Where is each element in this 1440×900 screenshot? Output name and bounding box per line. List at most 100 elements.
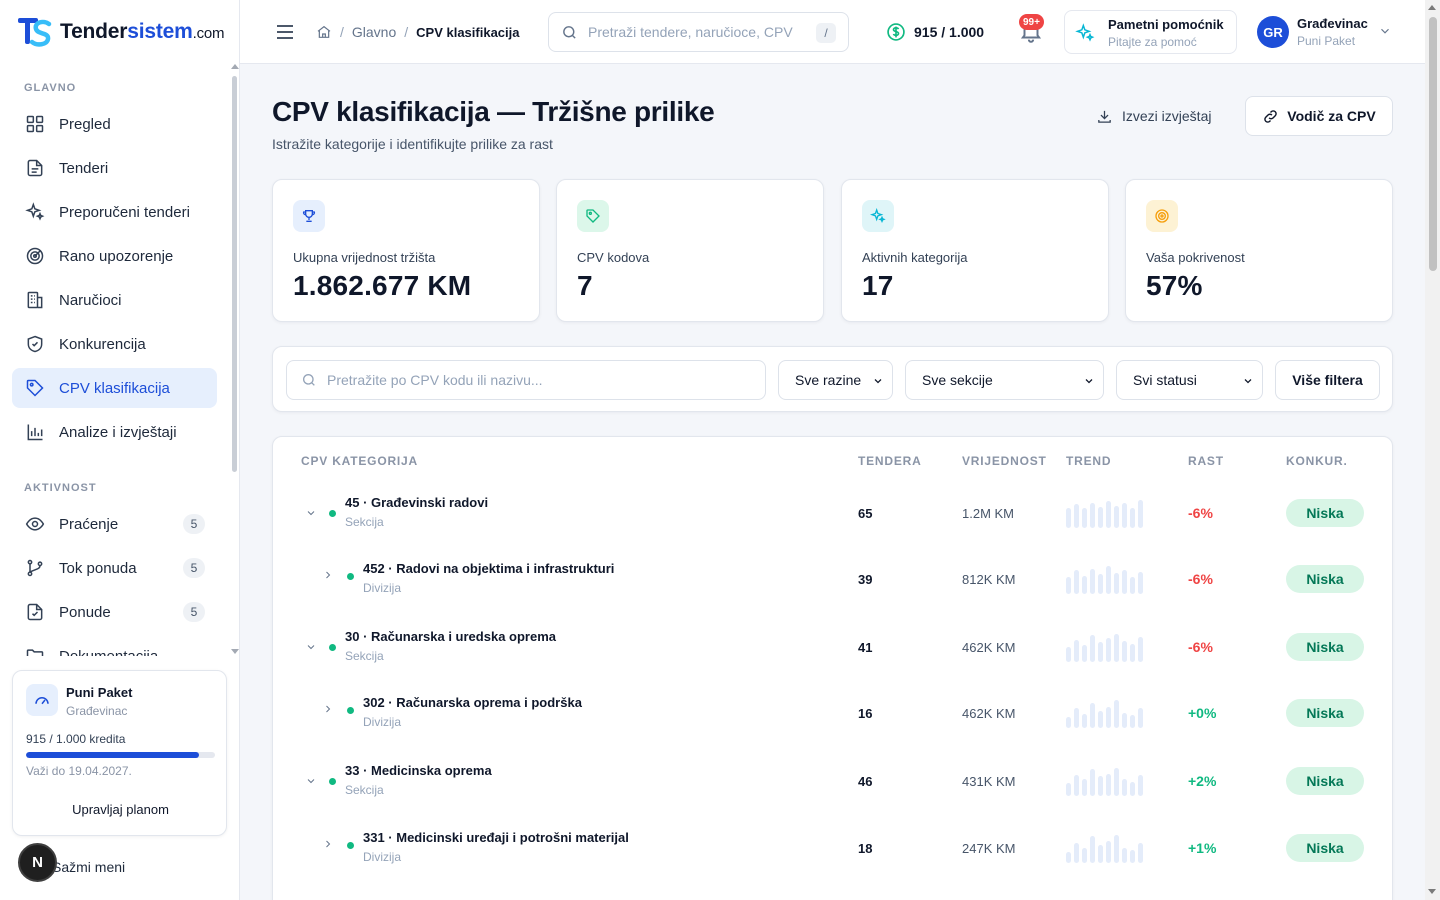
trend-bar <box>1106 501 1111 528</box>
status-select-value: Svi statusi <box>1133 372 1197 388</box>
home-icon[interactable] <box>316 24 332 40</box>
page-scrollbar[interactable] <box>1425 0 1440 900</box>
sidebar-item-pracenje[interactable]: Praćenje 5 <box>12 504 217 544</box>
stat-value: 1.862.677 KM <box>293 270 472 301</box>
category-level: Sekcija <box>345 515 384 529</box>
sidebar-item-rano-upozorenje[interactable]: Rano upozorenje <box>12 236 217 276</box>
chevron-down-icon[interactable] <box>305 507 317 519</box>
chevron-right-icon[interactable] <box>322 838 334 850</box>
scroll-down-icon[interactable] <box>1428 889 1436 894</box>
category-name[interactable]: 30 · Računarska i uredska oprema <box>345 629 556 644</box>
scrollbar-thumb[interactable] <box>232 76 237 472</box>
stat-value: 7 <box>577 270 593 301</box>
chevron-right-icon[interactable] <box>322 569 334 581</box>
download-icon <box>1098 110 1111 123</box>
sidebar-item-tok-ponuda[interactable]: Tok ponuda 5 <box>12 548 217 588</box>
sidebar-item-tenderi[interactable]: Tenderi <box>12 148 217 188</box>
breadcrumb-parent[interactable]: Glavno <box>351 24 397 40</box>
user-avatar[interactable]: GR <box>1257 16 1289 48</box>
column-header-growth[interactable]: RAST <box>1188 454 1224 468</box>
scroll-up-icon[interactable] <box>1428 5 1436 10</box>
table-row[interactable]: 331 · Medicinski uređaji i potrošni mate… <box>273 816 1392 883</box>
scrollbar-thumb[interactable] <box>1429 17 1437 271</box>
chevron-right-icon[interactable] <box>322 703 334 715</box>
trend-bar <box>1114 506 1119 528</box>
sidebar-item-pregled[interactable]: Pregled <box>12 104 217 144</box>
sidebar-item-preporuceni-tenderi[interactable]: Preporučeni tenderi <box>12 192 217 232</box>
assistant-title: Pametni pomoćnik <box>1108 17 1224 32</box>
sidebar-item-label: Tok ponuda <box>59 559 137 577</box>
table-row[interactable]: 30 · Računarska i uredska oprema Sekcija 4… <box>273 614 1392 681</box>
trend-bar <box>1090 836 1095 863</box>
category-name[interactable]: 302 · Računarska oprema i podrška <box>363 695 582 710</box>
table-row[interactable]: 45 · Građevinski radovi Sekcija 65 1.2M KM -… <box>273 480 1392 547</box>
nav-section-title: GLAVNO <box>24 82 77 94</box>
tender-count: 16 <box>858 706 873 721</box>
sidebar-item-ponude[interactable]: Ponude 5 <box>12 592 217 632</box>
folder-icon <box>26 649 44 656</box>
document-icon <box>27 159 43 177</box>
table-row[interactable]: 302 · Računarska oprema i podrška Divizij… <box>273 681 1392 748</box>
section-select[interactable]: Sve sekcije <box>905 360 1104 400</box>
column-header-competition[interactable]: KONKUR. <box>1286 454 1348 468</box>
collapse-menu-button[interactable]: Sažmi meni <box>52 859 126 875</box>
chevron-down-icon[interactable] <box>305 775 317 787</box>
global-search[interactable]: / <box>548 12 849 52</box>
user-name[interactable]: Građevinac <box>1297 16 1368 31</box>
chevron-down-icon[interactable] <box>1378 24 1392 38</box>
tag-icon <box>26 379 44 397</box>
category-name[interactable]: 45 · Građevinski radovi <box>345 495 489 510</box>
chevron-down-icon[interactable] <box>305 641 317 653</box>
floating-avatar[interactable]: N <box>18 843 57 882</box>
category-value: 1.2M KM <box>962 506 1015 521</box>
sidebar-item-narucioci[interactable]: Naručioci <box>12 280 217 320</box>
more-filters-button[interactable]: Više filtera <box>1275 360 1380 400</box>
trend-bar <box>1066 577 1071 594</box>
trend-bar <box>1130 850 1135 863</box>
user-plan: Puni Paket <box>1297 34 1356 48</box>
cpv-guide-button[interactable]: Vodič za CPV <box>1245 96 1393 136</box>
sidebar-item-dokumentacija[interactable]: Dokumentacija <box>12 636 217 656</box>
trend-bar <box>1114 634 1119 662</box>
table-row[interactable]: 33 · Medicinska oprema Sekcija 46 431K KM +2… <box>273 748 1392 815</box>
growth-value: +1% <box>1188 840 1217 856</box>
cpv-search-input[interactable] <box>327 372 747 388</box>
scroll-down-icon[interactable] <box>231 649 239 654</box>
category-name[interactable]: 452 · Radovi na objektima i infrastruktu… <box>363 561 615 576</box>
gauge-icon <box>26 684 58 716</box>
column-header-category[interactable]: CPV KATEGORIJA <box>301 454 418 468</box>
export-report-button[interactable]: Izvezi izvještaj <box>1096 105 1211 127</box>
status-select[interactable]: Svi statusi <box>1116 360 1263 400</box>
cpv-search[interactable] <box>286 360 766 400</box>
manage-plan-button[interactable]: Upravljaj planom <box>72 801 169 817</box>
credits-indicator[interactable]: 915 / 1.000 <box>886 21 984 43</box>
trend-bar <box>1098 711 1103 728</box>
trend-bar <box>1082 508 1087 528</box>
sidebar-item-label: Analize i izvještaji <box>59 423 177 441</box>
sidebar-item-konkurencija[interactable]: Konkurencija <box>12 324 217 364</box>
category-value: 462K KM <box>962 640 1016 655</box>
table-row[interactable]: 452 · Radovi na objektima i infrastruktu… <box>273 547 1392 614</box>
level-select[interactable]: Sve razine <box>778 360 893 400</box>
category-name[interactable]: 33 · Medicinska oprema <box>345 763 492 778</box>
column-header-value[interactable]: VRIJEDNOST <box>962 454 1047 468</box>
sidebar-item-cpv-klasifikacija[interactable]: CPV klasifikacija <box>12 368 217 408</box>
category-level: Divizija <box>363 850 402 864</box>
scroll-up-icon[interactable] <box>231 64 239 69</box>
trend-bar <box>1106 774 1111 796</box>
column-header-tenders[interactable]: TENDERA <box>858 454 922 468</box>
global-search-input[interactable] <box>588 24 808 40</box>
category-value: 247K KM <box>962 841 1016 856</box>
sidebar-scrollbar[interactable] <box>231 64 239 656</box>
git-branch-icon <box>27 559 43 577</box>
smart-assistant-button[interactable]: Pametni pomoćnik Pitajte za pomoć <box>1064 10 1237 54</box>
trend-bar <box>1130 577 1135 594</box>
brand-logo[interactable]: Tendersistem.com <box>16 14 225 50</box>
sidebar-item-analize-i-izvjestaji[interactable]: Analize i izvještaji <box>12 412 217 452</box>
category-name[interactable]: 331 · Medicinski uređaji i potrošni mate… <box>363 830 629 845</box>
page-subtitle: Istražite kategorije i identifikujte pri… <box>272 136 553 152</box>
sidebar-item-label: CPV klasifikacija <box>59 379 170 397</box>
hamburger-menu-icon[interactable] <box>276 22 294 42</box>
competition-badge: Niska <box>1286 565 1364 593</box>
trend-bar <box>1090 635 1095 662</box>
